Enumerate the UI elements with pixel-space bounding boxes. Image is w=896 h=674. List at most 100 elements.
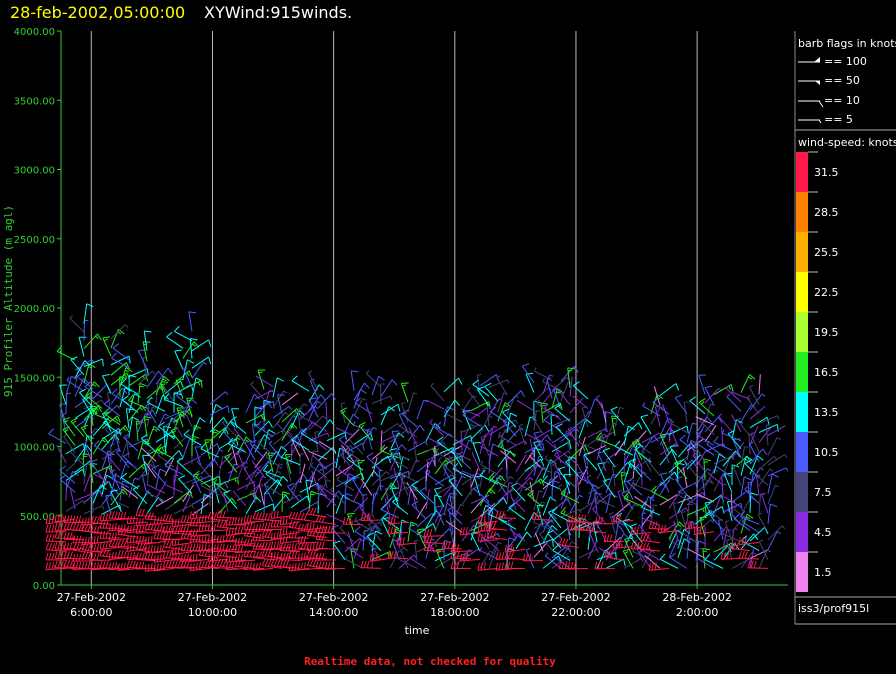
barb-tick: [454, 399, 460, 406]
barb-shaft: [318, 485, 337, 498]
barb-half-tick: [378, 555, 380, 561]
barb-tick: [429, 528, 433, 537]
barb-tick: [156, 531, 160, 540]
wind-barb: [291, 434, 310, 451]
wind-barb: [54, 560, 76, 569]
barb-tick: [401, 444, 407, 451]
wind-barb: [750, 431, 760, 453]
wind-barb: [641, 550, 656, 569]
barb-shaft: [371, 471, 387, 486]
barb-tick: [345, 493, 353, 497]
barb-shaft: [146, 398, 151, 418]
barb-tick: [207, 554, 210, 562]
barb-tick: [573, 366, 579, 373]
barb-tick: [629, 523, 637, 527]
barb-tick: [150, 563, 153, 571]
wind-barb: [758, 415, 780, 424]
barb-tick: [273, 532, 276, 540]
wind-barb: [128, 374, 137, 396]
barb-half-tick: [556, 391, 561, 394]
barb-half-tick: [744, 486, 748, 490]
barb-half-tick: [544, 455, 548, 459]
barb-shaft: [614, 461, 629, 478]
barb-half-tick: [701, 401, 705, 405]
barb-shaft: [144, 461, 157, 479]
wind-barb: [644, 554, 661, 569]
barb-shaft: [614, 438, 627, 457]
wind-barb: [223, 428, 238, 448]
barb-tick: [72, 554, 76, 562]
wind-barb: [623, 492, 643, 507]
barb-half-tick: [737, 417, 741, 421]
barb-shaft: [551, 376, 568, 391]
barb-tick: [609, 534, 613, 542]
barb-tick: [483, 515, 486, 523]
barb-tick: [429, 543, 433, 551]
barb-tick: [473, 484, 480, 490]
barb-shaft: [461, 408, 481, 417]
barb-shaft: [704, 388, 719, 404]
wind-barb: [290, 438, 301, 457]
y-tick-label: 1000.00: [14, 443, 55, 454]
barb-half-tick: [695, 471, 699, 476]
barb-shaft: [479, 550, 499, 560]
barb-tick: [162, 540, 167, 548]
barb-shaft: [166, 336, 184, 349]
barb-shaft: [407, 459, 417, 479]
wind-barb: [59, 474, 76, 493]
barb-tick: [252, 511, 257, 520]
barb-shaft: [163, 426, 166, 447]
barb-tick: [583, 451, 591, 456]
barb-shaft: [125, 437, 130, 458]
barb-shaft: [128, 478, 135, 498]
barb-half-tick: [722, 529, 725, 534]
wind-barb: [188, 311, 197, 332]
barb-shaft: [623, 445, 634, 465]
barb-shaft: [222, 422, 238, 437]
wind-barb: [233, 428, 247, 445]
barb-tick: [273, 541, 277, 549]
barb-tick: [213, 560, 218, 568]
wind-barb: [368, 522, 382, 542]
barb-shaft: [482, 498, 499, 513]
barb-half-tick: [158, 447, 162, 452]
barb-tick: [153, 563, 156, 571]
barb-half-tick: [313, 450, 318, 453]
barb-tick: [267, 559, 272, 567]
barb-half-tick: [196, 458, 201, 462]
barb-shaft: [654, 406, 661, 427]
barb-half-tick: [568, 426, 573, 430]
wind-barb: [155, 481, 167, 499]
barb-shaft: [92, 384, 108, 400]
barb-shaft: [659, 471, 676, 486]
barb-shaft: [596, 461, 607, 480]
barb-tick: [78, 553, 82, 562]
barb-tick: [687, 521, 690, 529]
barb-half-tick: [626, 495, 629, 500]
wind-barb: [380, 503, 400, 519]
barb-tick: [183, 554, 186, 562]
barb-shaft: [128, 368, 148, 378]
barb-shaft: [726, 540, 733, 560]
wind-barb: [434, 487, 445, 507]
barb-tick: [264, 549, 269, 557]
barb-shaft: [218, 421, 231, 439]
wind-barb: [389, 432, 405, 451]
barb-shaft: [425, 461, 429, 482]
barb-shaft: [146, 484, 166, 494]
barb-tick: [389, 448, 398, 451]
barb-shaft: [182, 438, 191, 458]
wind-barb: [399, 422, 418, 438]
wind-barb: [315, 552, 337, 561]
y-tick-label: 3500.00: [14, 96, 55, 107]
barb-half-tick: [145, 403, 150, 407]
barb-shaft: [533, 410, 537, 431]
barb-shaft: [119, 443, 127, 463]
barb-shaft: [596, 498, 616, 508]
wind-barb: [612, 514, 634, 523]
wind-barb: [297, 408, 303, 429]
wind-barb: [695, 416, 715, 426]
wind-barb: [252, 533, 274, 542]
barb-shaft: [542, 496, 551, 516]
barb-half-tick: [673, 502, 678, 505]
